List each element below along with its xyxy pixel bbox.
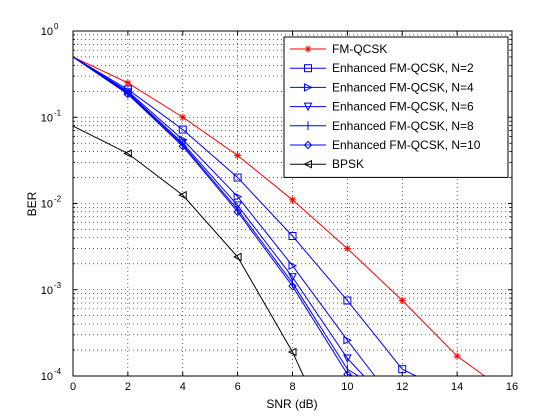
data-point (179, 113, 187, 121)
legend-entry: FM-QCSK (290, 42, 387, 56)
legend-box (283, 36, 509, 178)
data-point (343, 369, 352, 376)
legend-label: Enhanced FM-QCSK, N=8 (332, 119, 474, 133)
series (73, 56, 485, 376)
legend-label: Enhanced FM-QCSK, N=10 (332, 138, 481, 152)
legend: FM-QCSK Enhanced FM-QCSK, N=2 Enhanced FM-… (283, 36, 509, 178)
y-tick-label: 10 (41, 285, 53, 297)
series-layer (73, 56, 485, 376)
legend-label: Enhanced FM-QCSK, N=4 (332, 80, 474, 94)
data-point (287, 347, 297, 357)
data-point (288, 273, 297, 282)
legend-entry: Enhanced FM-QCSK, N=6 (290, 100, 474, 114)
legend-label: Enhanced FM-QCSK, N=6 (332, 100, 474, 114)
x-tick-label: 0 (70, 381, 76, 393)
series (73, 125, 304, 376)
series-line (73, 56, 417, 376)
data-point (178, 142, 187, 151)
legend-entry: Enhanced FM-QCSK, N=10 (290, 138, 481, 152)
data-point (343, 335, 352, 345)
data-point (178, 190, 187, 200)
x-tick-label: 16 (506, 381, 518, 393)
data-point (303, 159, 312, 169)
data-point (289, 196, 296, 204)
y-tick-exponent: -2 (54, 195, 62, 204)
data-point (453, 352, 461, 360)
data-point (343, 354, 352, 364)
y-tick-label: 10 (41, 112, 53, 124)
data-point (233, 201, 242, 211)
y-tick-exponent: 0 (54, 22, 59, 31)
x-axis-label: SNR (dB) (266, 397, 317, 411)
legend-label: Enhanced FM-QCSK, N=2 (332, 61, 474, 75)
x-tick-label: 14 (451, 381, 463, 393)
x-tick-label: 8 (289, 381, 295, 393)
y-tick-exponent: -3 (54, 281, 62, 290)
y-tick-label: 10 (41, 371, 53, 383)
data-point (343, 245, 351, 253)
data-point (178, 125, 187, 134)
x-tick-label: 4 (180, 381, 186, 393)
data-point (304, 45, 312, 53)
data-point (124, 79, 132, 87)
y-tick-exponent: -1 (54, 108, 62, 117)
data-point (233, 207, 242, 217)
x-tick-label: 2 (125, 381, 131, 393)
legend-label: BPSK (332, 157, 364, 171)
grid (73, 31, 512, 376)
data-point (233, 173, 242, 182)
data-point (304, 83, 313, 92)
data-point (234, 152, 242, 160)
data-point (288, 261, 298, 271)
y-tick-label: 10 (41, 26, 53, 38)
data-point (398, 297, 406, 305)
data-point (343, 296, 352, 305)
series-line (73, 125, 304, 376)
data-point (123, 149, 132, 158)
data-point (233, 192, 243, 201)
legend-entry: Enhanced FM-QCSK, N=4 (290, 80, 474, 94)
y-axis-label: BER (25, 191, 39, 216)
legend-entry: BPSK (290, 157, 364, 171)
data-point (304, 64, 312, 73)
legend-entry: Enhanced FM-QCSK, N=2 (290, 61, 474, 75)
legend-entry: Enhanced FM-QCSK, N=8 (290, 119, 474, 133)
data-point (288, 281, 297, 291)
data-point (123, 89, 133, 99)
x-tick-label: 6 (235, 381, 241, 393)
data-point (288, 231, 297, 240)
data-point (303, 140, 313, 150)
data-point (303, 102, 313, 112)
legend-label: FM-QCSK (332, 42, 387, 56)
x-tick-label: 10 (341, 381, 353, 393)
x-tick-label: 12 (396, 381, 408, 393)
y-tick-exponent: -4 (54, 367, 62, 376)
data-point (233, 252, 242, 262)
y-tick-label: 10 (41, 199, 53, 211)
